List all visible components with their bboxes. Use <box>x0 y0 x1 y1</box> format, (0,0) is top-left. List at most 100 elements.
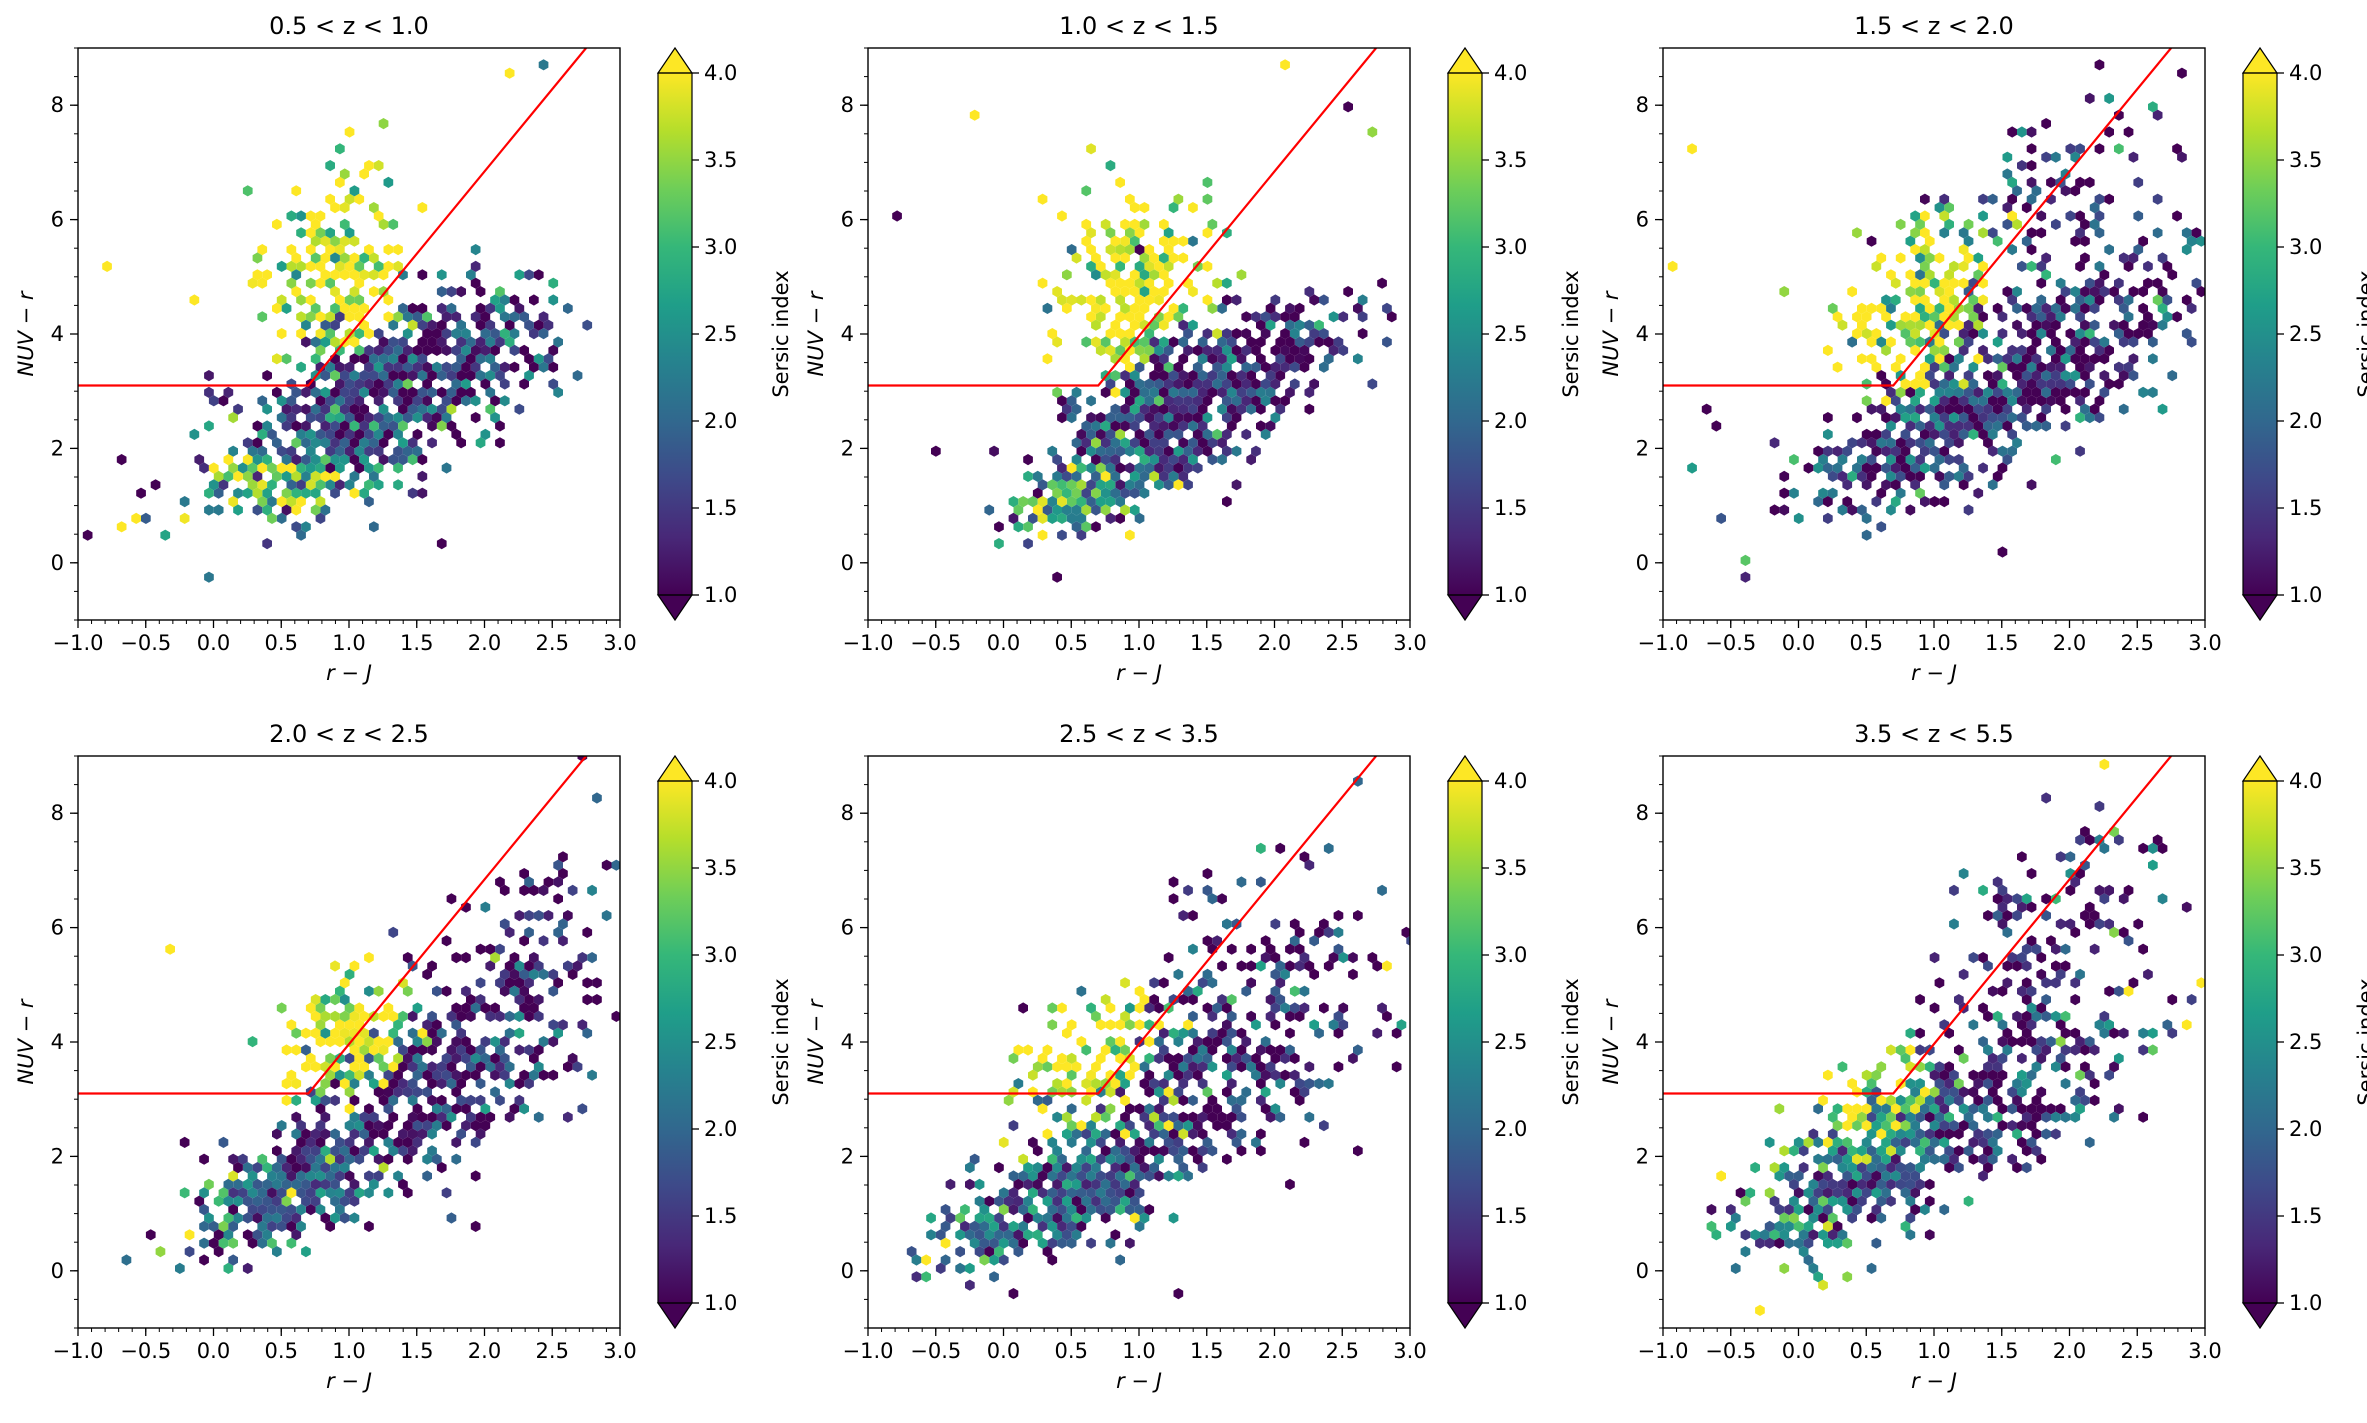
hexbin-cell <box>344 1103 355 1115</box>
hexbin-cell <box>291 1128 302 1140</box>
hexbin-cell <box>1105 496 1116 508</box>
hexbin-cell <box>2070 926 2081 938</box>
hexbin-cell <box>1129 1162 1140 1174</box>
hexbin-cell <box>1139 403 1150 415</box>
hexbin-cell <box>2123 126 2134 138</box>
hexbin-cell <box>1105 462 1116 474</box>
hexbin-cell <box>1120 302 1130 314</box>
hexbin-cell <box>1095 462 1106 474</box>
hexbin-cell <box>2017 901 2027 913</box>
hexbin-cell <box>301 454 311 466</box>
hexbin-cell <box>940 1220 951 1232</box>
hexbin-cell <box>2012 185 2022 197</box>
hexbin-cell <box>1154 344 1164 356</box>
hexbin-cell <box>1275 994 1286 1006</box>
hexbin-cell <box>364 462 374 474</box>
hexbin-cell <box>2133 328 2144 340</box>
hexbin-cell <box>1192 1052 1203 1064</box>
hexbin-cell <box>1183 1052 1193 1064</box>
hexbin-cell <box>1081 504 1092 516</box>
hexbin-cell <box>456 1044 466 1056</box>
hexbin-cell <box>1013 1178 1024 1190</box>
hexbin-cell <box>1095 428 1106 440</box>
hexbin-cell <box>233 1195 243 1207</box>
hexbin-cell <box>325 1187 335 1199</box>
hexbin-cell <box>388 370 399 382</box>
hexbin-cell <box>247 277 258 289</box>
hexbin-cell <box>296 529 306 541</box>
hexbin-cell <box>291 437 302 449</box>
hexbin-cell <box>1139 302 1150 314</box>
hexbin-cell <box>509 311 520 323</box>
hexbin-cell <box>2041 420 2051 432</box>
hexbin-cell <box>1992 1111 2003 1123</box>
hexbin-cell <box>1115 244 1125 256</box>
hexbin-cell <box>2075 968 2085 980</box>
hexbin-cell <box>339 1027 350 1039</box>
hexbin-cell <box>1173 1288 1184 1300</box>
hexbin-cell <box>1978 311 1988 323</box>
hexbin-cell <box>1178 994 1189 1006</box>
hexbin-cell <box>1289 378 1300 390</box>
hexbin-cell <box>1222 395 1232 407</box>
hexbin-cell <box>1915 403 1925 415</box>
hexbin-cell <box>339 235 350 247</box>
hexbin-cell <box>179 1136 190 1148</box>
hexbin-cell <box>1047 1153 1058 1165</box>
hexbin-cell <box>1081 420 1092 432</box>
hexbin-cell <box>1086 311 1096 323</box>
hexbin-cell <box>1154 1120 1164 1132</box>
hexbin-cell <box>349 960 360 972</box>
hexbin-cell <box>1037 1170 1048 1182</box>
hexbin-cell <box>1183 884 1193 896</box>
hexbin-cell <box>1076 428 1087 440</box>
hexbin-cell <box>1110 420 1121 432</box>
hexbin-cell <box>1154 294 1164 306</box>
hexbin-cell <box>1188 1145 1198 1157</box>
hexbin-cell <box>325 479 335 491</box>
y-tick-label: 0 <box>51 1259 64 1283</box>
hexbin-cell <box>262 420 272 432</box>
hexbin-cell <box>1890 445 1901 457</box>
hexbin-cell <box>1066 1069 1077 1081</box>
hexbin-cell <box>965 1162 975 1174</box>
hexbin-cell <box>369 521 379 533</box>
hexbin-cell <box>1173 968 1184 980</box>
hexbin-cell <box>1178 1145 1189 1157</box>
hexbin-cell <box>1847 1078 1857 1090</box>
hexbin-cell <box>1120 336 1130 348</box>
hexbin-cell <box>257 1220 268 1232</box>
hexbin-cell <box>2051 370 2061 382</box>
hexbin-cell <box>436 538 447 550</box>
hexbin-cell <box>1900 1220 1911 1232</box>
hexbin-cell <box>2002 353 2013 365</box>
hexbin-cell <box>1915 420 1925 432</box>
hexbin-cell <box>1052 504 1062 516</box>
hexbin-cell <box>461 395 471 407</box>
hexbin-cell <box>2017 395 2027 407</box>
hexbin-cell <box>1071 1128 1082 1140</box>
hexbin-cell <box>393 462 403 474</box>
hexbin-cell <box>1154 395 1164 407</box>
hexbin-cell <box>1294 1094 1305 1106</box>
hexbin-cell <box>1023 1229 1033 1241</box>
hexbin-cell <box>1071 437 1082 449</box>
hexbin-cell <box>1008 512 1019 524</box>
colorbar-extend-top <box>1446 46 1484 74</box>
hexbin-cell <box>1066 395 1077 407</box>
hexbin-cell <box>1997 328 2008 340</box>
hexbin-cell <box>485 943 496 955</box>
selection-boundary-line <box>78 756 587 1095</box>
hexbin-cell <box>1280 361 1290 373</box>
hexbin-cell <box>1134 277 1145 289</box>
hexbin-cell <box>1997 311 2008 323</box>
hexbin-cell <box>1740 1229 1751 1241</box>
hexbin-cell <box>305 428 316 440</box>
hexbin-cell <box>1236 876 1247 888</box>
hexbin-cell <box>1052 1212 1062 1224</box>
hexbin-cell <box>1944 454 1954 466</box>
hexbin-cell <box>480 1002 491 1014</box>
hexbin-cell <box>233 1162 243 1174</box>
colorbar-extend-top <box>2241 46 2279 74</box>
hexbin-cell <box>2094 1019 2105 1031</box>
